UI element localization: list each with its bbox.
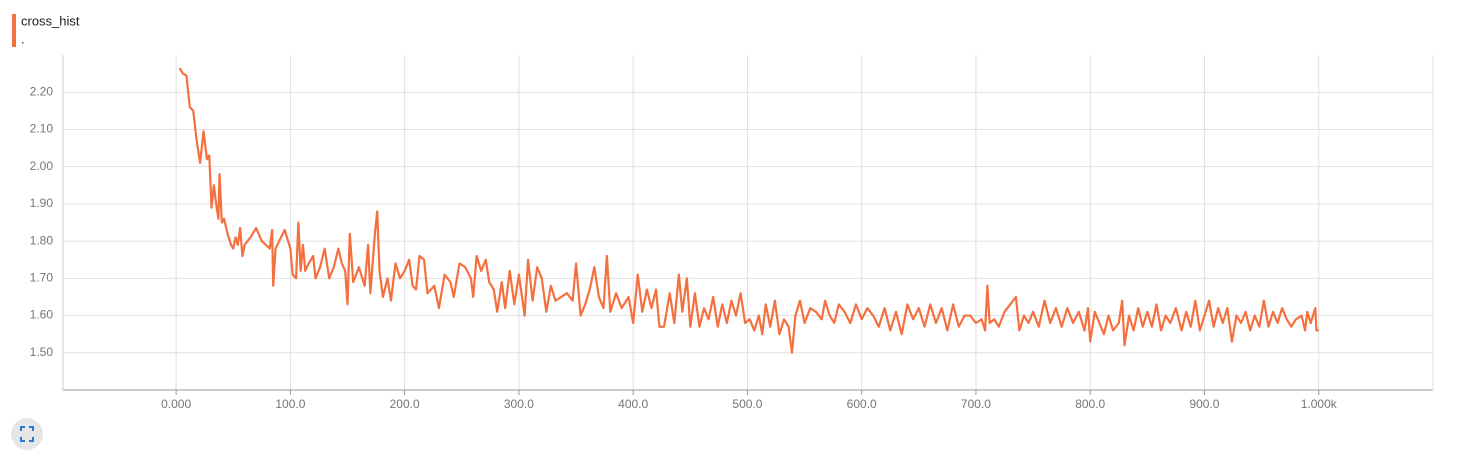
x-tick-label: 700.0 [961,397,991,411]
button-bg[interactable] [11,418,43,450]
y-tick-label: 1.70 [30,271,54,285]
x-tick-label: 100.0 [275,397,305,411]
y-tick-label: 2.00 [30,159,54,173]
y-tick-label: 2.20 [30,84,54,98]
x-tick-label: 500.0 [732,397,762,411]
x-tick-label: 0.000 [161,397,191,411]
fullscreen-button[interactable] [11,418,43,450]
x-tick-label: 800.0 [1075,397,1105,411]
x-tick-label: 200.0 [390,397,420,411]
subtitle: . [21,31,25,46]
legend-swatch [12,14,16,47]
series-line [178,67,1319,354]
x-tick-label: 400.0 [618,397,648,411]
x-tick-label: 1.000k [1301,397,1338,411]
x-tick-label: 300.0 [504,397,534,411]
legend-label: cross_hist [21,13,80,28]
y-tick-label: 1.80 [30,233,54,247]
y-tick-label: 1.50 [30,345,54,359]
fullscreen-icon[interactable] [20,426,34,442]
y-tick-label: 2.10 [30,122,54,136]
x-tick-label: 900.0 [1189,397,1219,411]
y-tick-label: 1.60 [30,308,54,322]
x-tick-label: 600.0 [847,397,877,411]
y-tick-label: 1.90 [30,196,54,210]
